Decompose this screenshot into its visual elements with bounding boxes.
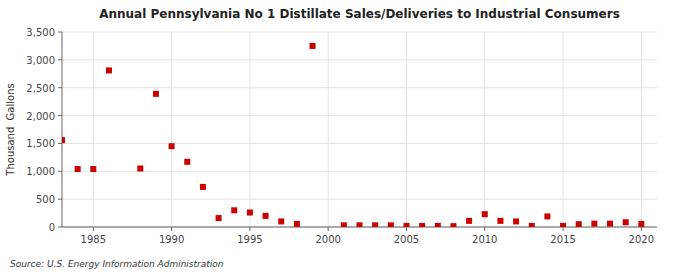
y-axis-line [62, 32, 63, 227]
point [497, 218, 503, 224]
y-tick [58, 59, 62, 60]
x-tick-label: 2005 [394, 234, 419, 245]
point [106, 67, 112, 73]
point [184, 159, 190, 165]
chart-svg: Annual Pennsylvania No 1 Distillate Sale… [0, 0, 675, 275]
x-grid-line [171, 32, 172, 227]
axes: 0 500 1,000 1,500 2,000 2,500 3,000 3,500 1985 19… [26, 27, 657, 245]
point [310, 43, 316, 49]
y-grid-line [62, 59, 657, 60]
x-grid-line [249, 32, 250, 227]
point [278, 218, 284, 224]
point [153, 91, 159, 97]
y-tick [58, 199, 62, 200]
points [62, 43, 644, 227]
point [372, 222, 378, 227]
point [591, 221, 597, 227]
point [216, 215, 222, 221]
x-tick [406, 227, 407, 231]
point [607, 221, 613, 227]
title: Annual Pennsylvania No 1 Distillate Sale… [99, 7, 620, 21]
y-tick [58, 171, 62, 172]
point [231, 207, 237, 213]
point [623, 219, 629, 225]
x-tick [93, 227, 94, 231]
y-tick [58, 227, 62, 228]
y-grid-line [62, 171, 657, 172]
point [403, 223, 409, 227]
y-tick-label: 1,000 [26, 166, 55, 177]
x-tick-label: 2010 [472, 234, 497, 245]
point [513, 218, 519, 224]
x-grid-line [328, 32, 329, 227]
source-note: Source: U.S. Energy Information Administ… [10, 259, 224, 269]
x-tick-label: 2015 [550, 234, 575, 245]
y-tick-label: 2,000 [26, 111, 55, 122]
point [576, 221, 582, 227]
y-tick-label: 1,500 [26, 138, 55, 149]
x-tick [249, 227, 250, 231]
x-tick [563, 227, 564, 231]
y-tick [58, 115, 62, 116]
point [169, 143, 175, 149]
point [560, 223, 566, 227]
y-tick-label: 3,000 [26, 55, 55, 66]
x-grid-line [406, 32, 407, 227]
x-grid-line [563, 32, 564, 227]
point [341, 222, 347, 227]
point [62, 137, 65, 143]
x-tick [484, 227, 485, 231]
x-tick [641, 227, 642, 231]
x-grid-line [484, 32, 485, 227]
y-grid-line [62, 32, 657, 33]
point [466, 218, 472, 224]
y-grid-line [62, 115, 657, 116]
point [638, 221, 644, 227]
x-grid-line [641, 32, 642, 227]
point [90, 166, 96, 172]
x-tick-label: 1990 [159, 234, 184, 245]
point [247, 210, 253, 216]
y-tick-label: 3,500 [26, 27, 55, 38]
y-grid-line [62, 87, 657, 88]
x-tick-label: 1985 [81, 234, 106, 245]
point [388, 222, 394, 227]
point [200, 184, 206, 190]
chart-container: Annual Pennsylvania No 1 Distillate Sale… [0, 0, 675, 275]
y-grid-line [62, 143, 657, 144]
y-tick-label: 500 [36, 194, 55, 205]
point [450, 223, 456, 227]
y-tick [58, 143, 62, 144]
y-grid-line [62, 199, 657, 200]
x-tick [171, 227, 172, 231]
x-grid-line [93, 32, 94, 227]
point [75, 166, 81, 172]
x-tick [328, 227, 329, 231]
x-tick-label: 2000 [315, 234, 340, 245]
y-tick-label: 2,500 [26, 83, 55, 94]
point [529, 223, 535, 227]
x-tick-label: 2020 [629, 234, 654, 245]
point [419, 223, 425, 227]
y-tick [58, 87, 62, 88]
x-tick-label: 1995 [237, 234, 262, 245]
annotations: Source: U.S. Energy Information Administ… [10, 259, 224, 269]
y-axis-label: Thousand Gallons [5, 83, 16, 176]
point [294, 221, 300, 227]
point [482, 211, 488, 217]
point [137, 166, 143, 172]
grid [62, 32, 657, 227]
y-tick-label: 0 [49, 222, 55, 233]
point [435, 223, 441, 227]
point [263, 213, 269, 219]
point [357, 222, 363, 227]
y-tick [58, 32, 62, 33]
point [544, 213, 550, 219]
